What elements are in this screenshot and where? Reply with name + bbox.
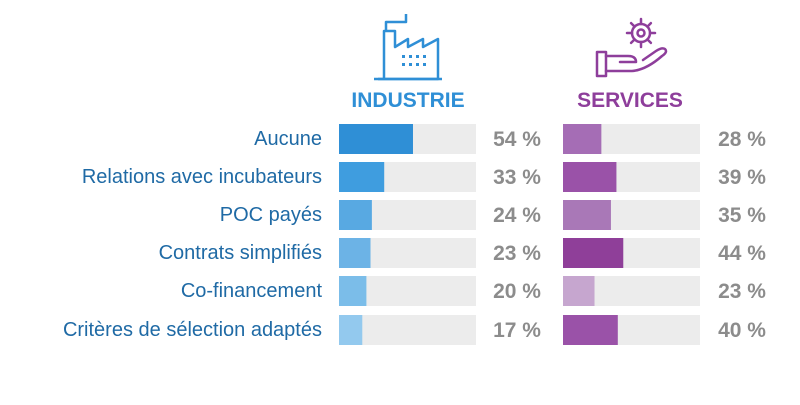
bar-services (563, 276, 595, 306)
value-label-industrie: 54 % (493, 128, 541, 151)
value-label-industrie: 23 % (493, 242, 541, 265)
bar-services (563, 124, 602, 154)
bar-services (563, 162, 617, 192)
bar-industrie (339, 238, 371, 268)
value-label-services: 40 % (718, 319, 766, 342)
category-label: Critères de sélection adaptés (63, 319, 322, 341)
category-label: Relations avec incubateurs (82, 166, 322, 188)
value-label-services: 39 % (718, 166, 766, 189)
category-label: Co-financement (181, 280, 323, 302)
gear-hand-icon (595, 17, 668, 78)
value-label-industrie: 24 % (493, 204, 541, 227)
value-label-services: 44 % (718, 242, 766, 265)
value-label-industrie: 17 % (493, 319, 541, 342)
bar-services (563, 200, 611, 230)
series-header-services: SERVICES (577, 89, 683, 112)
value-label-services: 28 % (718, 128, 766, 151)
value-label-services: 35 % (718, 204, 766, 227)
bar-industrie (339, 200, 372, 230)
bar-industrie (339, 276, 367, 306)
bar-services (563, 238, 624, 268)
value-label-services: 23 % (718, 280, 766, 303)
bars-layer (339, 124, 700, 345)
bar-industrie (339, 162, 385, 192)
value-label-industrie: 20 % (493, 280, 541, 303)
factory-icon (374, 14, 442, 81)
series-header-industrie: INDUSTRIE (351, 89, 464, 112)
bar-industrie (339, 124, 413, 154)
value-label-industrie: 33 % (493, 166, 541, 189)
category-label: Aucune (254, 128, 322, 150)
bar-industrie (339, 315, 363, 345)
category-label: POC payés (220, 204, 322, 226)
category-label: Contrats simplifiés (159, 242, 322, 264)
bar-services (563, 315, 618, 345)
